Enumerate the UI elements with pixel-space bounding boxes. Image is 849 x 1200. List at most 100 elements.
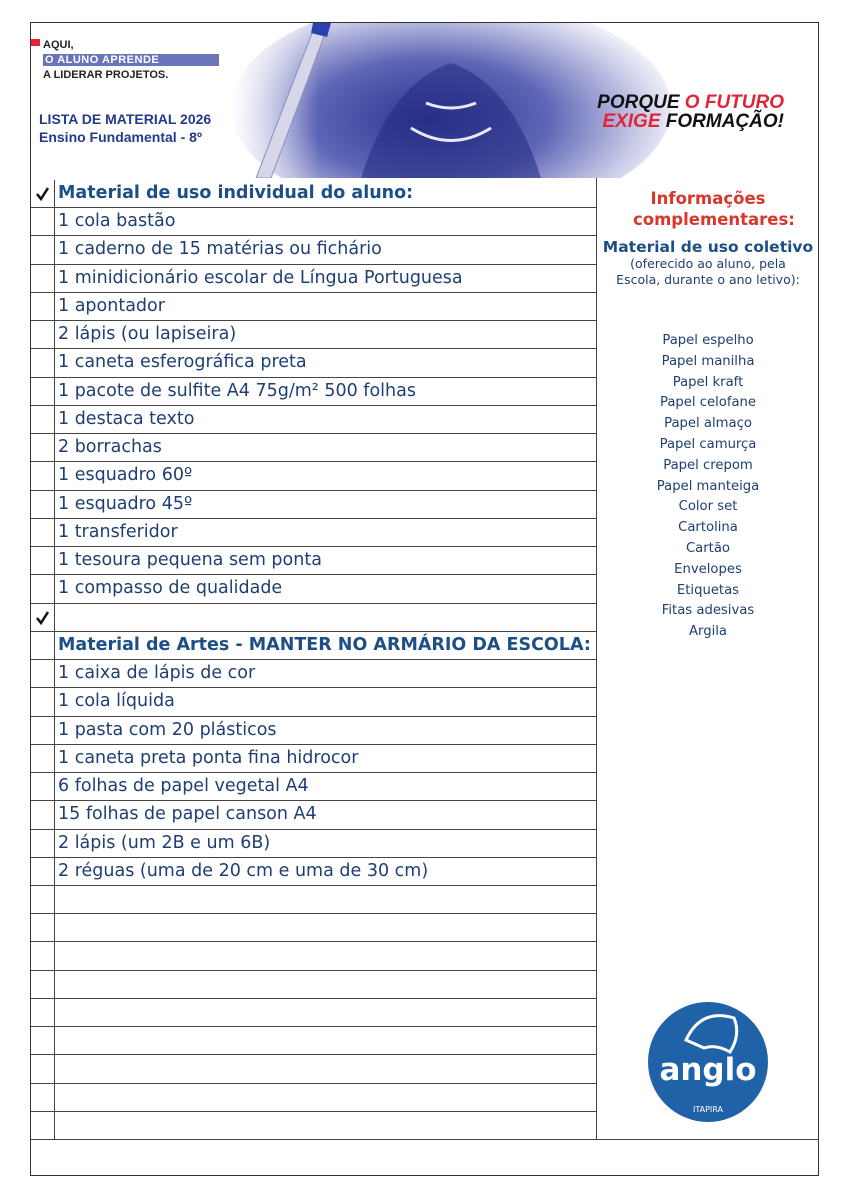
list-item: 1 compasso de qualidade bbox=[58, 578, 283, 599]
list-row: 15 folhas de papel canson A4 bbox=[31, 801, 597, 830]
list-row bbox=[31, 998, 597, 1028]
list-row bbox=[31, 886, 597, 915]
list-item: 1 caneta esferográfica preta bbox=[58, 352, 307, 373]
list-row: 1 caneta esferográfica preta bbox=[31, 349, 597, 378]
list-item: 1 esquadro 45º bbox=[58, 493, 193, 514]
check-cell bbox=[31, 970, 55, 998]
list-row: 6 folhas de papel vegetal A4 bbox=[31, 773, 597, 802]
list-row: 2 lápis (ou lapiseira) bbox=[31, 321, 597, 350]
list-item: 6 folhas de papel vegetal A4 bbox=[58, 776, 309, 797]
sidebar-item: Cartão bbox=[685, 540, 731, 556]
check-cell bbox=[31, 349, 55, 377]
sidebar: Informações complementares: Material de … bbox=[597, 178, 819, 643]
check-cell bbox=[31, 321, 55, 349]
sidebar-item: Papel espelho bbox=[662, 333, 754, 348]
sidebar-items: Papel espelho Papel manilha Papel kraft Pap… bbox=[597, 331, 819, 643]
check-cell bbox=[31, 575, 55, 603]
list-row bbox=[31, 1055, 597, 1084]
check-cell bbox=[31, 377, 55, 405]
check-cell bbox=[31, 688, 55, 716]
tagline: AQUI, bbox=[43, 39, 74, 51]
slogan-word: EXIGE bbox=[602, 111, 661, 132]
check-cell bbox=[31, 1083, 55, 1111]
check-cell bbox=[31, 1055, 55, 1083]
list-item: 1 caneta preta ponta fina hidrocor bbox=[58, 747, 359, 768]
list-row: 2 réguas (uma de 20 cm e uma de 30 cm) bbox=[31, 857, 597, 886]
list-row: 1 tesoura pequena sem ponta bbox=[31, 547, 597, 576]
list-row: Material de Artes - MANTER NO ARMÁRIO DA… bbox=[31, 631, 597, 661]
list-row: 1 esquadro 45º bbox=[31, 490, 597, 519]
column-divider bbox=[596, 178, 597, 1140]
footer-line bbox=[31, 1139, 818, 1140]
sidebar-item: Color set bbox=[678, 499, 738, 515]
list-row: 1 transferidor bbox=[31, 518, 597, 548]
check-cell bbox=[31, 744, 55, 773]
sidebar-item: Papel crepom bbox=[663, 457, 753, 473]
check-cell bbox=[31, 829, 55, 857]
list-row: 1 pacote de sulfite A4 75g/m² 500 folhas bbox=[31, 377, 597, 406]
check-cell bbox=[31, 886, 55, 914]
list-row bbox=[31, 1111, 597, 1141]
list-item: 2 lápis (ou lapiseira) bbox=[58, 324, 237, 345]
list-item: 1 minidicionário escolar de Língua Portu… bbox=[58, 267, 463, 288]
section-heading: Material de uso individual do aluno: bbox=[58, 183, 414, 203]
header-art bbox=[31, 23, 818, 178]
slogan-word: O FUTURO bbox=[684, 92, 784, 113]
logo: anglo ITAPIRA bbox=[648, 1002, 768, 1122]
list-item: 1 cola líquida bbox=[58, 691, 175, 712]
check-cell bbox=[31, 236, 55, 264]
list-row: 1 caderno de 15 matérias ou fichário bbox=[31, 236, 597, 265]
list-item: 1 tesoura pequena sem ponta bbox=[58, 550, 322, 571]
list-item: 1 pacote de sulfite A4 75g/m² 500 folhas bbox=[58, 380, 416, 401]
check-cell bbox=[31, 942, 55, 970]
check-cell bbox=[31, 660, 55, 688]
list-row bbox=[31, 914, 597, 943]
list-row: 1 caneta preta ponta fina hidrocor bbox=[31, 744, 597, 774]
list-item: 1 esquadro 60º bbox=[58, 465, 193, 486]
list-row: 1 cola bastão bbox=[31, 208, 597, 237]
sidebar-item: Papel celofane bbox=[659, 395, 757, 411]
list-item: 1 pasta com 20 plásticos bbox=[58, 719, 277, 740]
list-row bbox=[31, 942, 597, 971]
check-cell bbox=[31, 405, 55, 434]
check-cell bbox=[31, 264, 55, 292]
check-cell bbox=[31, 857, 55, 885]
check-cell bbox=[31, 716, 55, 744]
list-row: 1 esquadro 60º bbox=[31, 462, 597, 491]
check-cell bbox=[31, 208, 55, 236]
check-cell bbox=[31, 1027, 55, 1055]
list-row: 1 caixa de lápis de cor bbox=[31, 660, 597, 689]
tagline: A LIDERAR PROJETOS. bbox=[43, 69, 169, 81]
sidebar-item: Papel manteiga bbox=[656, 478, 760, 494]
list-row: 1 compasso de qualidade bbox=[31, 575, 597, 604]
sidebar-item: Papel almaço bbox=[664, 416, 752, 432]
sidebar-subtitle: Material de uso coletivo bbox=[602, 238, 814, 256]
slogan-word: FORMAÇÃO! bbox=[665, 111, 784, 132]
checkmark bbox=[36, 187, 50, 202]
list-item: 1 cola bastão bbox=[58, 211, 176, 232]
logo-name: anglo bbox=[659, 1052, 756, 1088]
list-row bbox=[31, 970, 597, 999]
sidebar-item: Fitas adesivas bbox=[661, 603, 755, 619]
sidebar-item: Cartolina bbox=[678, 520, 738, 536]
sidebar-item: Papel manilha bbox=[661, 353, 755, 369]
sidebar-note: (oferecido ao aluno, pela Escola, durant… bbox=[616, 256, 800, 287]
sidebar-item: Envelopes bbox=[674, 561, 742, 577]
list-row bbox=[31, 1027, 597, 1056]
list-row bbox=[31, 603, 597, 632]
checkmark bbox=[36, 610, 50, 625]
check-cell bbox=[31, 490, 55, 518]
list-row: 1 destaca texto bbox=[31, 405, 597, 435]
slogan-word: PORQUE bbox=[597, 92, 680, 113]
check-cell bbox=[31, 801, 55, 829]
check-cell bbox=[31, 631, 55, 660]
list-title: LISTA DE MATERIAL 2026 bbox=[39, 111, 212, 127]
sidebar-item: Papel kraft bbox=[672, 374, 744, 390]
check-cell bbox=[31, 434, 55, 462]
check-cell bbox=[31, 773, 55, 801]
check-cell bbox=[31, 180, 55, 208]
check-cell bbox=[31, 998, 55, 1027]
logo-city: ITAPIRA bbox=[693, 1105, 724, 1114]
slogan-line: EXIGE FORMAÇÃO! bbox=[602, 112, 784, 131]
